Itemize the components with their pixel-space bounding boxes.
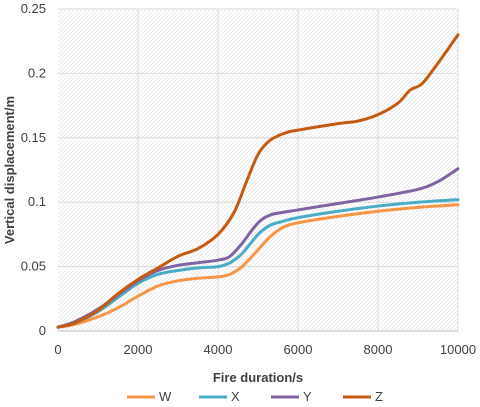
x-tick-label: 2000 (124, 342, 153, 357)
y-tick-label: 0.25 (21, 1, 46, 16)
legend-item-w: W (127, 389, 172, 404)
x-tick-label: 0 (54, 342, 61, 357)
legend: W X Y Z (127, 389, 383, 404)
y-tick-label: 0.2 (28, 65, 46, 80)
y-axis-title: Vertical displacement/m (2, 96, 17, 244)
series-line-z (56, 33, 460, 329)
legend-label: W (159, 389, 172, 404)
x-tick-label: 4000 (204, 342, 233, 357)
series-lines (56, 33, 460, 329)
tick-labels: 0 2000 4000 6000 8000 10000 0 0.05 0.1 0.15 0.2 0.2… (21, 1, 476, 357)
y-tick-label: 0.05 (21, 259, 46, 274)
grid-lines (58, 8, 459, 331)
y-tick-label: 0.1 (28, 194, 46, 209)
x-tick-label: 6000 (284, 342, 313, 357)
y-tick-label: 0.15 (21, 130, 46, 145)
x-tick-label: 10000 (440, 342, 476, 357)
legend-label: Z (375, 389, 383, 404)
legend-label: Y (303, 389, 312, 404)
series-line-w (56, 203, 460, 329)
y-tick-label: 0 (39, 323, 46, 338)
legend-item-x: X (199, 389, 240, 404)
x-tick-label: 8000 (364, 342, 393, 357)
plot-area-background (58, 9, 458, 331)
legend-label: X (231, 389, 240, 404)
series-line-x (56, 198, 460, 329)
legend-item-y: Y (271, 389, 312, 404)
legend-item-z: Z (343, 389, 383, 404)
x-axis-title: Fire duration/s (213, 370, 303, 385)
